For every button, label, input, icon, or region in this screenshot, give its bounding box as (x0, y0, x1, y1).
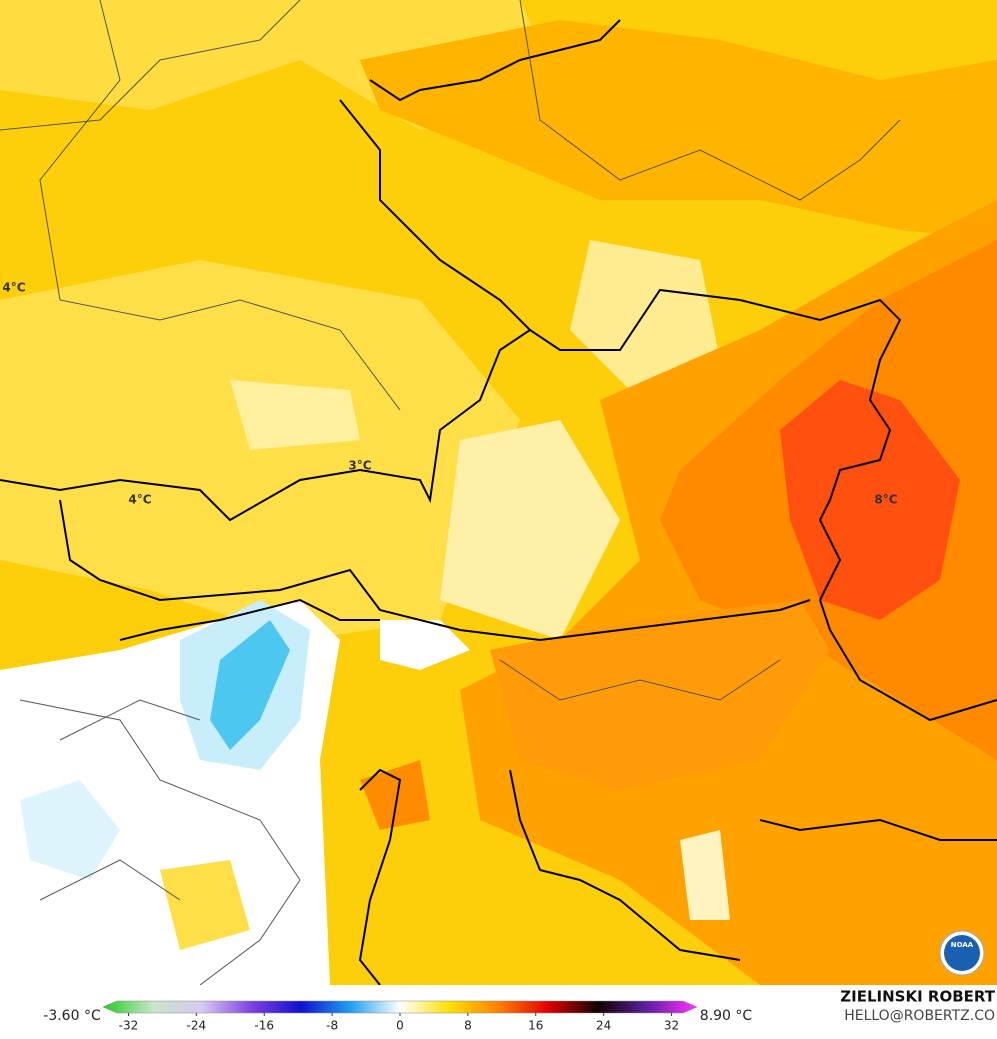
colorbar-tick-label: 16 (528, 1019, 543, 1033)
regional-borders (0, 0, 901, 985)
colorbar-tick-label: 32 (664, 1019, 679, 1033)
map-label: 8°C (874, 493, 897, 507)
map-label: 4°C (128, 493, 151, 507)
colorbar-tick-label: 8 (464, 1019, 472, 1033)
colorbar-tick-label: -8 (326, 1019, 338, 1033)
max-label: 8.90 °C (700, 1008, 753, 1024)
map-label: 4°C (2, 281, 25, 295)
colorbar-tick-label: -24 (187, 1019, 207, 1033)
colorbar-tick-label: 24 (596, 1019, 611, 1033)
map (0, 0, 997, 985)
author: ZIELINSKI ROBERT (840, 988, 995, 1006)
noaa-logo-inner (944, 935, 980, 971)
map-label: 3°C (348, 459, 371, 473)
min-label: -3.60 °C (43, 1008, 101, 1024)
colorbar (102, 1000, 698, 1014)
logo-text: NOAA (951, 941, 974, 949)
email: HELLO@ROBERTZ.CO (844, 1008, 995, 1024)
colorbar-tick-label: -32 (119, 1019, 139, 1033)
colorbar-tick-label: -16 (254, 1019, 274, 1033)
borders (0, 19, 997, 985)
colorbar-tick-label: 0 (396, 1019, 404, 1033)
